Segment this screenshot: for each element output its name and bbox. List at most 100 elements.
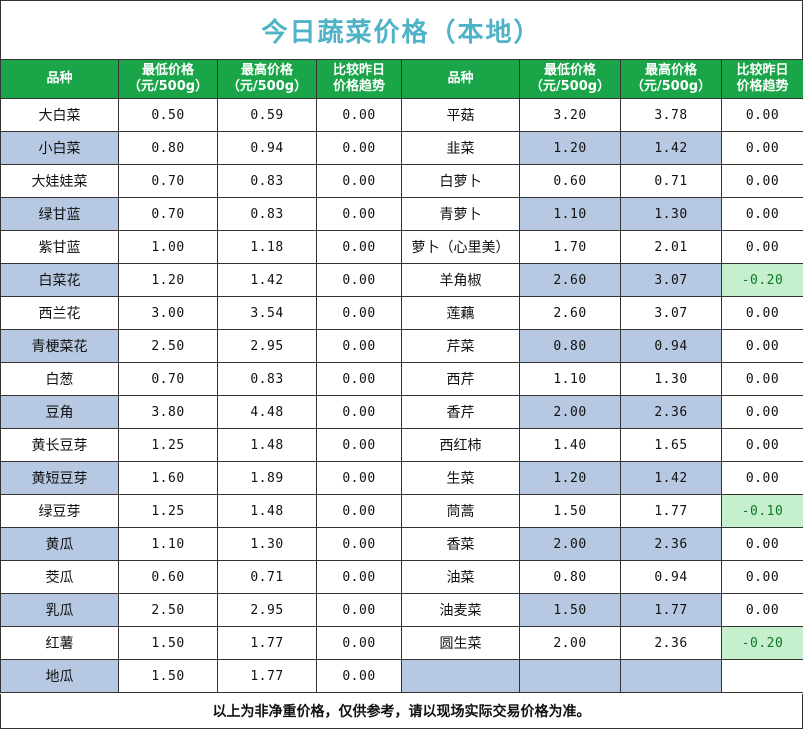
- right-vegetable-name-cell: 生菜: [401, 461, 520, 495]
- left-max-price-cell: 3.54: [217, 296, 317, 330]
- left-min-price-cell: 1.10: [118, 527, 218, 561]
- left-max-price-cell: 2.95: [217, 329, 317, 363]
- left-price-change-cell: 0.00: [316, 659, 402, 693]
- left-max-price-cell: 4.48: [217, 395, 317, 429]
- header-name-right: 品种: [401, 59, 520, 99]
- right-max-price-cell: 1.42: [620, 461, 722, 495]
- right-price-change-cell: 0.00: [721, 329, 803, 363]
- right-vegetable-name-cell: 油菜: [401, 560, 520, 594]
- table-row: 小白菜 0.80 0.94 0.00 韭菜 1.20 1.42 0.00: [0, 131, 803, 165]
- table-row: 豆角 3.80 4.48 0.00 香芹 2.00 2.36 0.00: [0, 395, 803, 429]
- right-max-price-cell: 2.36: [620, 395, 722, 429]
- right-max-price-cell: 1.65: [620, 428, 722, 462]
- left-min-price-cell: 0.60: [118, 560, 218, 594]
- table-row: 大白菜 0.50 0.59 0.00 平菇 3.20 3.78 0.00: [0, 98, 803, 132]
- right-price-change-cell: 0.00: [721, 362, 803, 396]
- left-vegetable-name-cell: 地瓜: [0, 659, 119, 693]
- right-vegetable-name-cell: 平菇: [401, 98, 520, 132]
- left-price-change-cell: 0.00: [316, 362, 402, 396]
- left-vegetable-name-cell: 小白菜: [0, 131, 119, 165]
- header-change-right: 比较昨日 价格趋势: [721, 59, 803, 99]
- right-max-price-cell: 0.94: [620, 329, 722, 363]
- left-vegetable-name-cell: 白菜花: [0, 263, 119, 297]
- left-max-price-cell: 0.94: [217, 131, 317, 165]
- right-vegetable-name-cell: 韭菜: [401, 131, 520, 165]
- right-vegetable-name-cell: 萝卜（心里美）: [401, 230, 520, 264]
- left-vegetable-name-cell: 白葱: [0, 362, 119, 396]
- header-name-left: 品种: [0, 59, 119, 99]
- left-min-price-cell: 3.80: [118, 395, 218, 429]
- table-row: 黄短豆芽 1.60 1.89 0.00 生菜 1.20 1.42 0.00: [0, 461, 803, 495]
- left-vegetable-name-cell: 红薯: [0, 626, 119, 660]
- right-price-change-cell: 0.00: [721, 131, 803, 165]
- table-row: 紫甘蓝 1.00 1.18 0.00 萝卜（心里美） 1.70 2.01 0.00: [0, 230, 803, 264]
- header-high-left: 最高价格 （元/500g）: [217, 59, 317, 99]
- left-max-price-cell: 1.18: [217, 230, 317, 264]
- right-price-change-cell: 0.00: [721, 164, 803, 198]
- left-vegetable-name-cell: 紫甘蓝: [0, 230, 119, 264]
- right-price-change-cell: 0.00: [721, 98, 803, 132]
- right-min-price-cell: 0.80: [519, 329, 621, 363]
- left-vegetable-name-cell: 茭瓜: [0, 560, 119, 594]
- right-max-price-cell: 1.30: [620, 197, 722, 231]
- right-price-change-cell: -0.10: [721, 494, 803, 528]
- table-row: 白葱 0.70 0.83 0.00 西芹 1.10 1.30 0.00: [0, 362, 803, 396]
- right-vegetable-name-cell: 莲藕: [401, 296, 520, 330]
- right-price-change-cell: 0.00: [721, 230, 803, 264]
- right-max-price-cell: 1.42: [620, 131, 722, 165]
- header-low-left: 最低价格 （元/500g）: [118, 59, 218, 99]
- left-vegetable-name-cell: 大白菜: [0, 98, 119, 132]
- right-price-change-cell: -0.20: [721, 263, 803, 297]
- right-price-change-cell: 0.00: [721, 296, 803, 330]
- right-max-price-cell: 3.07: [620, 296, 722, 330]
- left-min-price-cell: 1.25: [118, 494, 218, 528]
- right-max-price-cell: 2.01: [620, 230, 722, 264]
- left-min-price-cell: 2.50: [118, 593, 218, 627]
- left-max-price-cell: 0.83: [217, 164, 317, 198]
- right-max-price-cell: 2.36: [620, 626, 722, 660]
- left-max-price-cell: 0.83: [217, 362, 317, 396]
- right-max-price-cell: 1.30: [620, 362, 722, 396]
- table-row: 绿豆芽 1.25 1.48 0.00 茼蒿 1.50 1.77 -0.10: [0, 494, 803, 528]
- left-vegetable-name-cell: 黄短豆芽: [0, 461, 119, 495]
- right-min-price-cell: 1.10: [519, 197, 621, 231]
- left-price-change-cell: 0.00: [316, 197, 402, 231]
- right-price-change-cell: -0.20: [721, 626, 803, 660]
- right-min-price-cell: 1.10: [519, 362, 621, 396]
- right-price-change-cell: [721, 659, 803, 693]
- right-max-price-cell: 1.77: [620, 494, 722, 528]
- table-row: 黄瓜 1.10 1.30 0.00 香菜 2.00 2.36 0.00: [0, 527, 803, 561]
- left-price-change-cell: 0.00: [316, 296, 402, 330]
- left-price-change-cell: 0.00: [316, 560, 402, 594]
- right-max-price-cell: 2.36: [620, 527, 722, 561]
- right-max-price-cell: 0.71: [620, 164, 722, 198]
- left-min-price-cell: 3.00: [118, 296, 218, 330]
- left-vegetable-name-cell: 绿豆芽: [0, 494, 119, 528]
- table-row: 绿甘蓝 0.70 0.83 0.00 青萝卜 1.10 1.30 0.00: [0, 197, 803, 231]
- left-price-change-cell: 0.00: [316, 263, 402, 297]
- right-price-change-cell: 0.00: [721, 197, 803, 231]
- table-row: 大娃娃菜 0.70 0.83 0.00 白萝卜 0.60 0.71 0.00: [0, 164, 803, 198]
- right-price-change-cell: 0.00: [721, 593, 803, 627]
- left-min-price-cell: 1.60: [118, 461, 218, 495]
- right-vegetable-name-cell: 茼蒿: [401, 494, 520, 528]
- left-max-price-cell: 2.95: [217, 593, 317, 627]
- right-price-change-cell: 0.00: [721, 461, 803, 495]
- table-row: 茭瓜 0.60 0.71 0.00 油菜 0.80 0.94 0.00: [0, 560, 803, 594]
- left-vegetable-name-cell: 黄瓜: [0, 527, 119, 561]
- page-title: 今日蔬菜价格（本地）: [0, 0, 803, 59]
- table-row: 黄长豆芽 1.25 1.48 0.00 西红柿 1.40 1.65 0.00: [0, 428, 803, 462]
- left-price-change-cell: 0.00: [316, 329, 402, 363]
- left-max-price-cell: 1.30: [217, 527, 317, 561]
- right-price-change-cell: 0.00: [721, 395, 803, 429]
- left-min-price-cell: 1.25: [118, 428, 218, 462]
- left-vegetable-name-cell: 黄长豆芽: [0, 428, 119, 462]
- left-max-price-cell: 0.59: [217, 98, 317, 132]
- left-min-price-cell: 1.50: [118, 626, 218, 660]
- right-max-price-cell: [620, 659, 722, 693]
- right-min-price-cell: 1.40: [519, 428, 621, 462]
- left-max-price-cell: 1.48: [217, 428, 317, 462]
- left-max-price-cell: 1.77: [217, 659, 317, 693]
- disclaimer-footer: 以上为非净重价格，仅供参考，请以现场实际交易价格为准。: [0, 694, 803, 729]
